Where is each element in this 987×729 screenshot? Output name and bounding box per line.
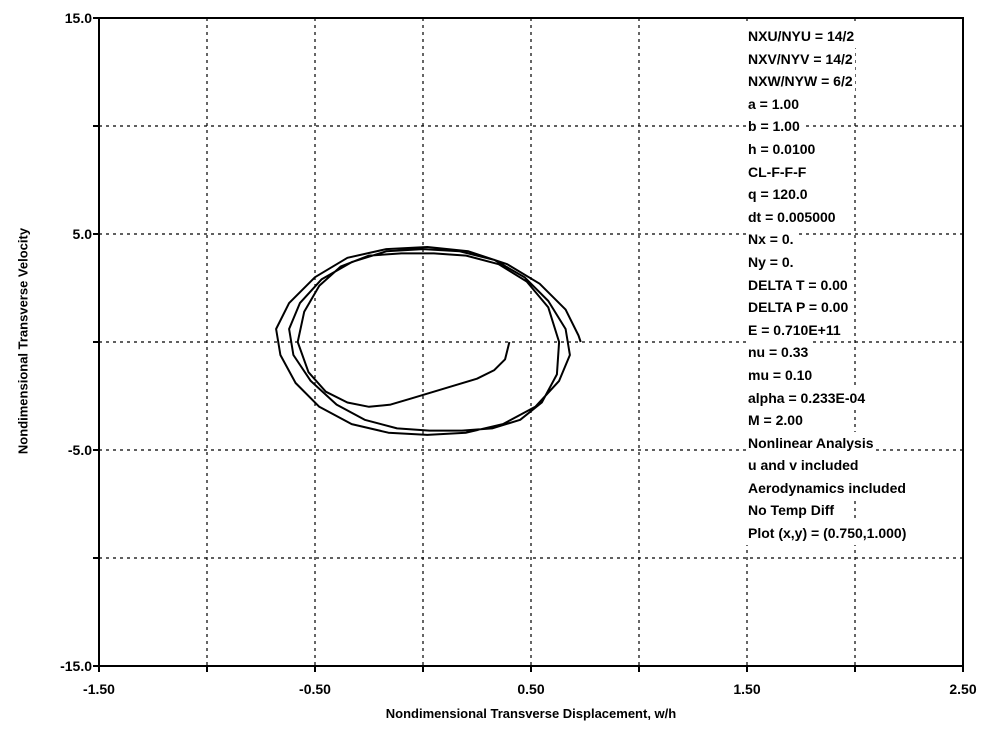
- x-tick-label: 1.50: [733, 681, 761, 697]
- annotation-line: CL-F-F-F: [746, 160, 809, 184]
- annotation-line: Plot (x,y) = (0.750,1.000): [746, 522, 909, 545]
- annotation-line: q = 120.0: [746, 183, 810, 206]
- annotation-line: DELTA T = 0.00: [746, 273, 850, 297]
- annotation-line: alpha = 0.233E-04: [746, 386, 868, 410]
- annotation-line: Aerodynamics included: [746, 476, 908, 500]
- annotation-line: Nonlinear Analysis: [746, 431, 876, 455]
- annotation-line: NXU/NYU = 14/2: [746, 25, 857, 48]
- y-tick-label: -15.0: [60, 658, 92, 674]
- x-axis-label: Nondimensional Transverse Displacement, …: [385, 706, 677, 721]
- annotation-line: b = 1.00: [746, 115, 802, 138]
- annotation-line: u and v included: [746, 454, 861, 477]
- parameter-annotations: NXU/NYU = 14/2 NXV/NYV = 14/2 NXW/NYW = 6/…: [746, 25, 909, 545]
- x-tick-label: -1.50: [83, 681, 115, 697]
- annotation-line: E = 0.710E+11: [746, 318, 843, 342]
- annotation-line: mu = 0.10: [746, 363, 815, 387]
- series-line: [275, 246, 582, 436]
- x-tick-label: 2.50: [949, 681, 977, 697]
- annotation-line: a = 1.00: [746, 92, 801, 116]
- annotation-line: M = 2.00: [746, 409, 805, 432]
- x-tick-label: -0.50: [299, 681, 331, 697]
- annotation-line: Ny = 0.: [746, 250, 796, 274]
- axis-ticks: [93, 17, 964, 672]
- x-tick-label: 0.50: [517, 681, 545, 697]
- annotation-line: Nx = 0.: [746, 228, 796, 251]
- y-tick-label: 5.0: [72, 226, 92, 242]
- annotation-line: h = 0.0100: [746, 137, 818, 161]
- y-tick-label: 15.0: [64, 10, 92, 26]
- annotation-line: DELTA P = 0.00: [746, 296, 851, 319]
- trajectory-series: [275, 246, 582, 436]
- annotation-line: dt = 0.005000: [746, 205, 838, 229]
- annotation-line: NXW/NYW = 6/2: [746, 70, 855, 93]
- y-tick-label: -5.0: [67, 442, 92, 458]
- annotation-line: NXV/NYV = 14/2: [746, 47, 855, 71]
- annotation-line: No Temp Diff: [746, 499, 837, 523]
- annotation-line: nu = 0.33: [746, 341, 811, 364]
- y-axis-label: Nondimensional Transverse Velocity: [15, 227, 31, 455]
